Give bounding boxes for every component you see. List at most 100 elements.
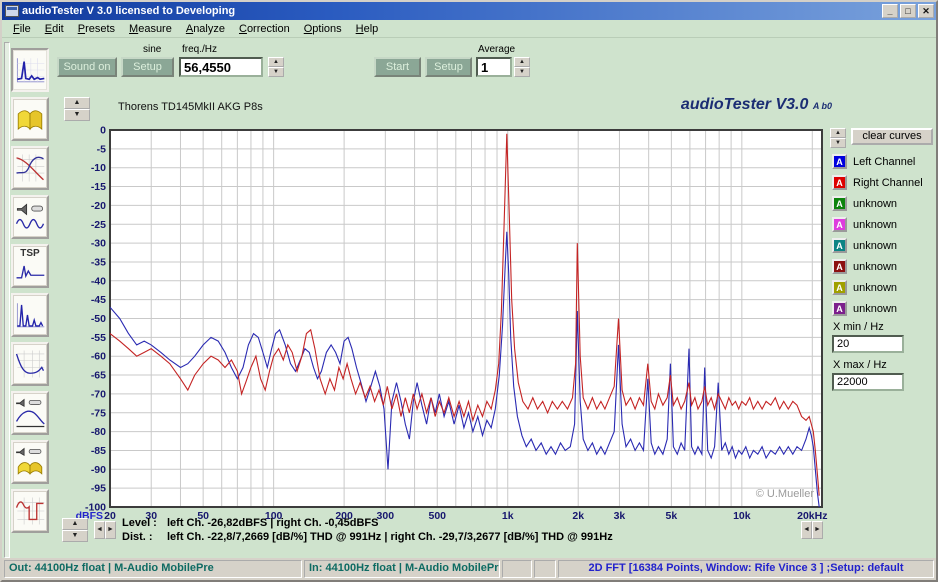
svg-text:-65: -65 (91, 370, 106, 382)
channel-legend: ALeft ChannelARight ChannelAunknownAunkn… (832, 151, 938, 319)
status-fft-info: 2D FFT [16384 Points, Window: Rife Vince… (558, 560, 934, 578)
logo-suffix: A b0 (813, 101, 832, 111)
spectrum-decay-button[interactable] (11, 293, 49, 337)
svg-text:© U.Mueller: © U.Mueller (756, 488, 815, 500)
legend-item-unknown-6: Aunknown (832, 277, 938, 298)
svg-text:-70: -70 (91, 388, 106, 400)
xmin-input[interactable] (832, 335, 904, 353)
freq-label: freq./Hz (182, 44, 217, 55)
oscilloscope-button[interactable] (11, 489, 49, 533)
legend-label: Left Channel (853, 156, 915, 168)
maximize-button[interactable]: □ (900, 4, 916, 18)
svg-text:300: 300 (377, 510, 395, 520)
xmin-label: X min / Hz (833, 321, 884, 333)
menu-item-analyze[interactable]: Analyze (179, 21, 232, 37)
legend-item-unknown-5: Aunknown (832, 256, 938, 277)
status-bar: Out: 44100Hz float | M-Audio MobilePre I… (2, 558, 936, 580)
svg-text:-30: -30 (91, 238, 106, 250)
distortion-curve-button[interactable] (11, 342, 49, 386)
legend-color-box[interactable]: A (832, 196, 847, 211)
average-input[interactable] (476, 57, 512, 77)
spectrum-chart[interactable]: 0-5-10-15-20-25-30-35-40-45-50-55-60-65-… (57, 122, 837, 520)
open-book-icon (14, 100, 46, 138)
svg-text:10k: 10k (733, 510, 751, 520)
app-window: audioTester V 3.0 licensed to Developing… (0, 0, 938, 582)
legend-color-box[interactable]: A (832, 259, 847, 274)
legend-label: unknown (853, 282, 897, 294)
start-button[interactable]: Start (374, 57, 421, 77)
dip-curve-icon (14, 345, 46, 383)
svg-text:-75: -75 (91, 407, 106, 419)
frequency-response-button[interactable] (11, 146, 49, 190)
menu-item-options[interactable]: Options (297, 21, 349, 37)
svg-text:5k: 5k (666, 510, 678, 520)
minimize-button[interactable]: _ (882, 4, 898, 18)
dist-readout: left Ch. -22,8/7,2669 [dB/%] THD @ 991Hz… (167, 531, 613, 543)
curves-spinner[interactable]: ▲▼ (830, 128, 846, 145)
svg-text:-85: -85 (91, 445, 106, 457)
svg-text:2k: 2k (572, 510, 584, 520)
sound-on-button[interactable]: Sound on (57, 57, 117, 77)
svg-text:20kHz: 20kHz (797, 510, 827, 520)
speaker-sine-button[interactable] (11, 195, 49, 239)
legend-color-box[interactable]: A (832, 217, 847, 232)
menu-item-edit[interactable]: Edit (38, 21, 71, 37)
sine-label: sine (143, 44, 161, 55)
svg-text:-55: -55 (91, 332, 106, 344)
dist-label: Dist. : (122, 531, 153, 543)
speaker-sine-icon (14, 198, 46, 236)
app-logo: audioTester V3.0 A b0 (681, 96, 832, 114)
tsp-measure-button[interactable]: TSP (11, 244, 49, 288)
svg-text:3k: 3k (614, 510, 626, 520)
crossing-curves-icon (14, 149, 46, 187)
level-readout: left Ch. -26,82dBFS | right Ch. -0,45dBF… (167, 517, 379, 529)
svg-text:-60: -60 (91, 351, 106, 363)
clear-curves-button[interactable]: clear curves (851, 128, 933, 145)
close-button[interactable]: ✕ (918, 4, 934, 18)
xmax-input[interactable] (832, 373, 904, 391)
freq-spinner[interactable]: ▲▼ (268, 57, 284, 77)
status-in: In: 44100Hz float | M-Audio MobilePre (304, 560, 500, 578)
menu-item-correction[interactable]: Correction (232, 21, 297, 37)
legend-item-unknown-7: Aunknown (832, 298, 938, 319)
speaker-book-icon (14, 443, 46, 481)
svg-text:-35: -35 (91, 256, 106, 268)
svg-text:-5: -5 (97, 143, 106, 155)
status-empty-2 (534, 560, 556, 578)
readout-spinner[interactable]: ▲▼ (62, 518, 88, 542)
speaker-lowpass-button[interactable] (11, 391, 49, 435)
speaker-wizard-button[interactable] (11, 440, 49, 484)
sine-setup-button[interactable]: Setup (121, 57, 174, 77)
readout-left-right-arrows[interactable]: ◄► (94, 521, 116, 539)
svg-text:-80: -80 (91, 426, 106, 438)
presets-book-button[interactable] (11, 97, 49, 141)
fft-analysis-button[interactable] (11, 48, 49, 92)
svg-text:-90: -90 (91, 464, 106, 476)
legend-color-box[interactable]: A (832, 238, 847, 253)
svg-text:-95: -95 (91, 483, 106, 495)
status-empty-1 (502, 560, 532, 578)
menu-item-presets[interactable]: Presets (71, 21, 122, 37)
svg-text:-15: -15 (91, 181, 106, 193)
legend-color-box[interactable]: A (832, 154, 847, 169)
sine-square-wave-icon (14, 492, 46, 530)
svg-text:-45: -45 (91, 294, 106, 306)
status-out: Out: 44100Hz float | M-Audio MobilePre (4, 560, 302, 578)
average-spinner[interactable]: ▲▼ (514, 57, 530, 77)
freq-input[interactable] (179, 57, 263, 77)
spectrum-decay-icon (14, 296, 46, 334)
fft-setup-button[interactable]: Setup (425, 57, 472, 77)
svg-text:-40: -40 (91, 275, 106, 287)
legend-color-box[interactable]: A (832, 301, 847, 316)
svg-text:0: 0 (100, 125, 106, 137)
legend-color-box[interactable]: A (832, 280, 847, 295)
menu-item-measure[interactable]: Measure (122, 21, 179, 37)
legend-color-box[interactable]: A (832, 175, 847, 190)
curve-title-spinner[interactable]: ▲▼ (64, 97, 90, 119)
menu-item-help[interactable]: Help (349, 21, 386, 37)
legend-label: Right Channel (853, 177, 923, 189)
menu-item-file[interactable]: File (6, 21, 38, 37)
scroll-left-right-arrows[interactable]: ◄► (801, 521, 823, 539)
tsp-label: TSP (13, 248, 47, 259)
xmax-label: X max / Hz (833, 359, 887, 371)
